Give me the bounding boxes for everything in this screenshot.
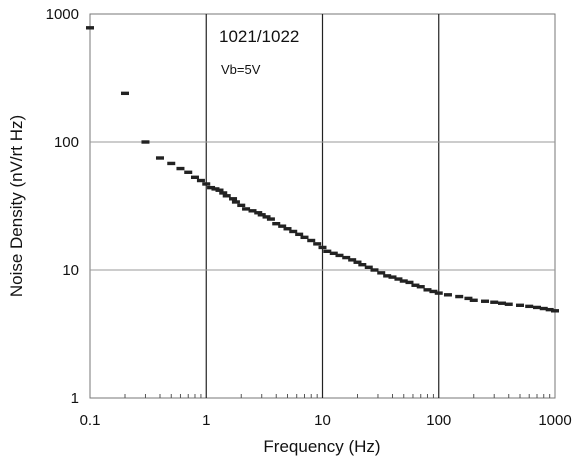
data-point xyxy=(481,299,490,303)
data-point xyxy=(532,305,541,310)
condition-annotation: Vb=5V xyxy=(221,62,261,77)
data-point xyxy=(211,187,220,191)
data-point xyxy=(399,279,408,283)
data-point xyxy=(335,253,344,258)
data-point xyxy=(525,304,534,309)
data-point xyxy=(248,209,257,213)
data-point xyxy=(176,166,185,171)
data-point xyxy=(329,251,338,256)
data-point xyxy=(237,203,246,208)
data-point xyxy=(190,175,199,179)
data-point xyxy=(416,285,425,289)
data-point xyxy=(353,260,362,264)
data-point xyxy=(222,194,231,198)
data-point xyxy=(167,161,176,166)
data-point xyxy=(551,309,559,313)
data-point xyxy=(423,288,432,292)
data-point xyxy=(342,255,351,260)
y-tick-labels: 1 10 100 1000 xyxy=(46,6,79,407)
data-points xyxy=(86,26,559,313)
data-point xyxy=(497,301,506,305)
device-annotation: 1021/1022 xyxy=(219,27,299,46)
y-axis-title: Noise Density (nV/rt Hz) xyxy=(7,115,26,297)
data-point xyxy=(254,211,263,215)
data-point xyxy=(313,242,322,246)
data-point xyxy=(388,275,397,279)
data-point xyxy=(411,283,420,287)
data-point xyxy=(289,229,298,234)
data-point xyxy=(278,224,287,228)
x-tick-label: 100 xyxy=(426,412,451,429)
plot-area xyxy=(86,13,559,399)
data-point xyxy=(434,291,443,295)
data-point xyxy=(300,235,309,240)
data-point xyxy=(545,307,554,312)
y-tick-label: 1 xyxy=(71,390,79,407)
data-point xyxy=(358,263,367,267)
data-point xyxy=(219,191,228,195)
data-point xyxy=(443,293,452,297)
x-tick-label: 10 xyxy=(314,412,331,429)
data-point xyxy=(539,306,548,311)
grid-lines xyxy=(90,14,555,398)
data-point xyxy=(429,289,438,294)
data-point xyxy=(207,185,216,190)
data-point xyxy=(266,217,275,221)
minor-tick-marks xyxy=(124,394,551,398)
data-point xyxy=(141,140,150,144)
data-point xyxy=(469,298,478,302)
data-point xyxy=(155,156,164,160)
data-point xyxy=(229,197,238,201)
y-tick-label: 100 xyxy=(54,134,79,151)
data-point xyxy=(490,300,499,304)
data-point xyxy=(405,280,414,285)
y-tick-label: 1000 xyxy=(46,6,79,23)
data-point xyxy=(120,91,129,96)
data-point xyxy=(364,265,373,269)
data-point xyxy=(383,274,392,278)
data-point xyxy=(231,200,240,204)
data-point xyxy=(307,238,316,243)
data-point xyxy=(295,232,304,237)
data-point xyxy=(318,245,327,250)
data-point xyxy=(464,296,473,301)
data-point xyxy=(184,170,193,174)
data-point xyxy=(242,207,251,211)
data-point xyxy=(283,227,292,231)
data-point xyxy=(215,188,224,192)
data-point xyxy=(455,294,464,299)
data-point xyxy=(86,26,94,30)
x-tick-label: 1 xyxy=(202,412,210,429)
data-point xyxy=(504,302,513,306)
data-point xyxy=(348,258,357,262)
x-axis-title: Frequency (Hz) xyxy=(263,437,380,456)
data-point xyxy=(272,221,281,226)
data-point xyxy=(323,249,332,253)
y-tick-label: 10 xyxy=(62,262,79,279)
data-point xyxy=(257,213,266,217)
data-point xyxy=(262,215,271,219)
data-point xyxy=(370,268,379,272)
data-point xyxy=(394,277,403,281)
data-point xyxy=(202,182,211,186)
x-tick-labels: 0.1 1 10 100 1000 xyxy=(80,412,572,429)
data-point xyxy=(377,271,386,275)
data-point xyxy=(196,178,205,183)
x-tick-label: 1000 xyxy=(538,412,571,429)
data-point xyxy=(516,303,525,307)
x-tick-label: 0.1 xyxy=(80,412,101,429)
